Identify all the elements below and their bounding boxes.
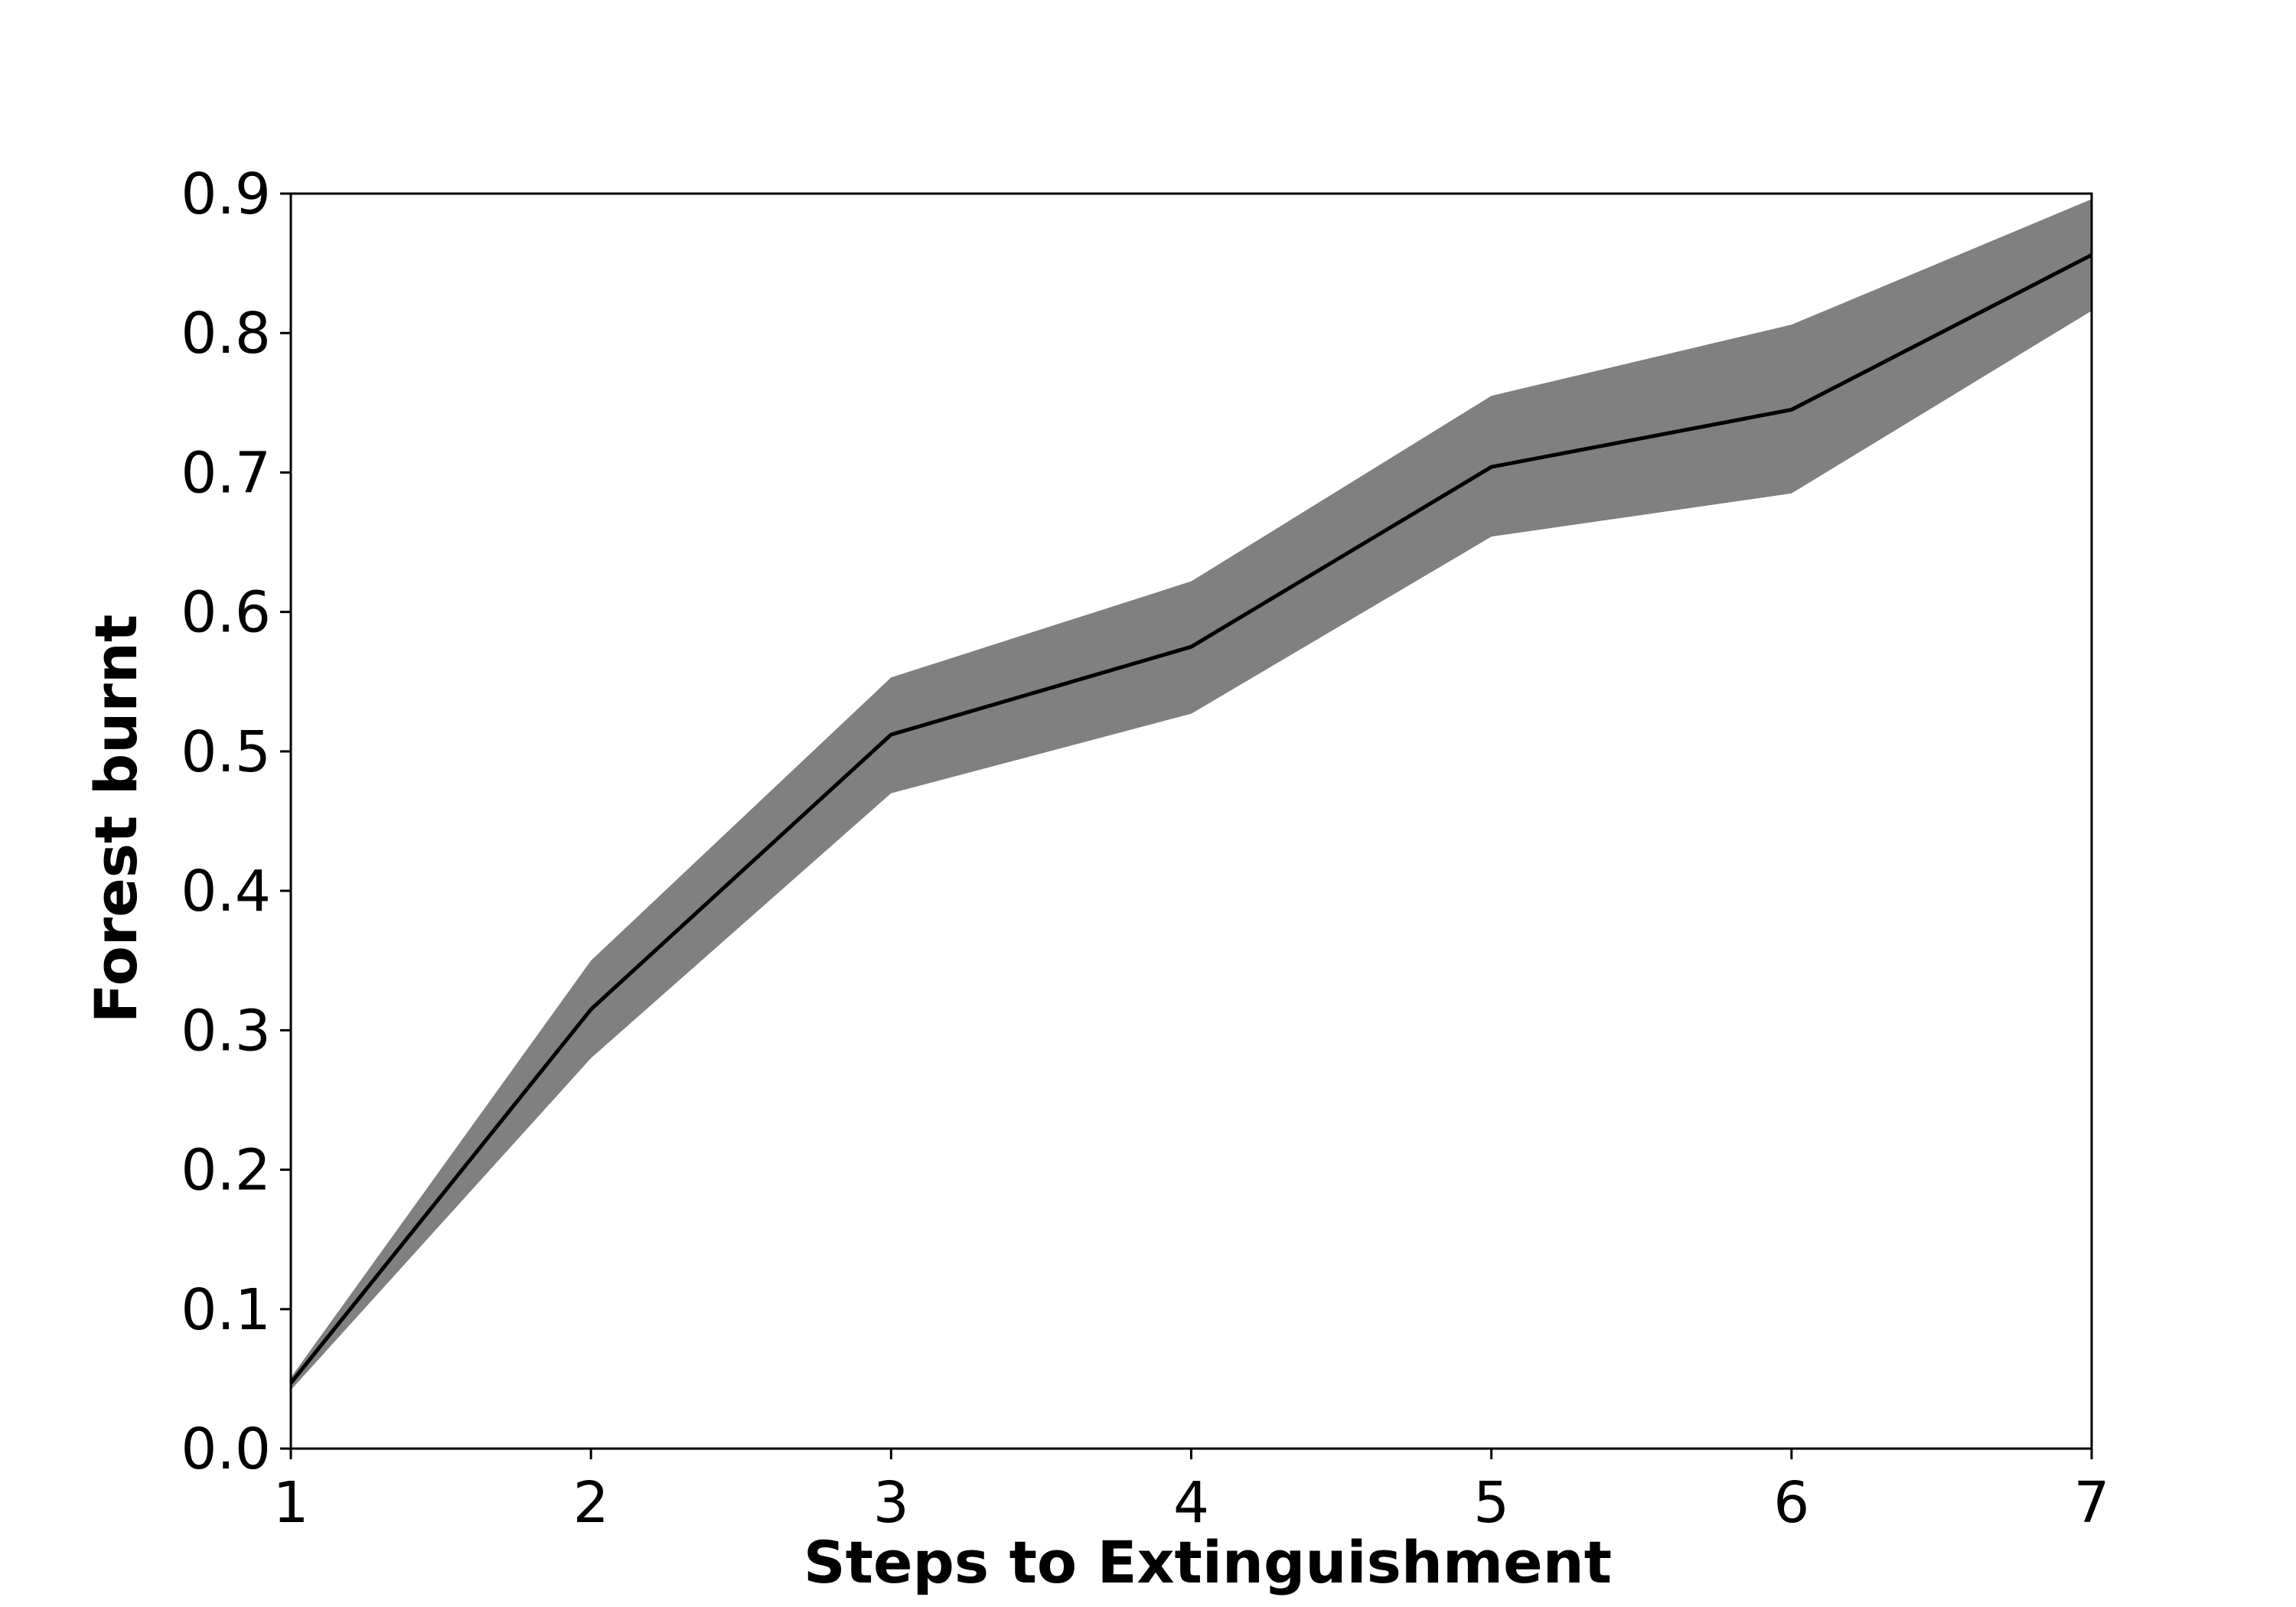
- y-tick-label: 0.3: [181, 998, 271, 1064]
- y-tick-label: 0.9: [181, 161, 271, 227]
- x-tick-label: 1: [272, 1470, 308, 1536]
- y-tick-label: 0.5: [181, 719, 271, 785]
- x-tick-label: 3: [873, 1470, 909, 1536]
- y-tick-label: 0.1: [181, 1277, 271, 1343]
- data-point: [589, 1008, 592, 1011]
- y-tick-label: 0.2: [181, 1138, 271, 1204]
- y-axis-label: Forest burnt: [82, 614, 150, 1024]
- data-point: [1790, 408, 1793, 411]
- x-tick-label: 7: [2073, 1470, 2109, 1536]
- data-point: [1490, 465, 1493, 468]
- x-axis-label: Steps to Extinguishment: [804, 1528, 1612, 1596]
- x-tick-label: 6: [1773, 1470, 1809, 1536]
- y-axis: 0.0 0.1 0.2 0.3 0.4 0.5 0.6 0.7 0.8 0.9: [181, 161, 291, 1482]
- confidence-band: [291, 199, 2092, 1390]
- data-point: [1190, 645, 1192, 648]
- x-axis: 1 2 3 4 5 6 7: [272, 1449, 2110, 1536]
- y-tick-label: 0.8: [181, 301, 271, 367]
- data-point: [889, 733, 892, 736]
- y-tick-label: 0.4: [181, 859, 271, 924]
- y-tick-label: 0.0: [181, 1416, 271, 1482]
- x-tick-label: 4: [1173, 1470, 1209, 1536]
- x-tick-label: 2: [573, 1470, 609, 1536]
- y-tick-label: 0.6: [181, 580, 271, 646]
- x-tick-label: 5: [1473, 1470, 1509, 1536]
- y-tick-label: 0.7: [181, 440, 271, 506]
